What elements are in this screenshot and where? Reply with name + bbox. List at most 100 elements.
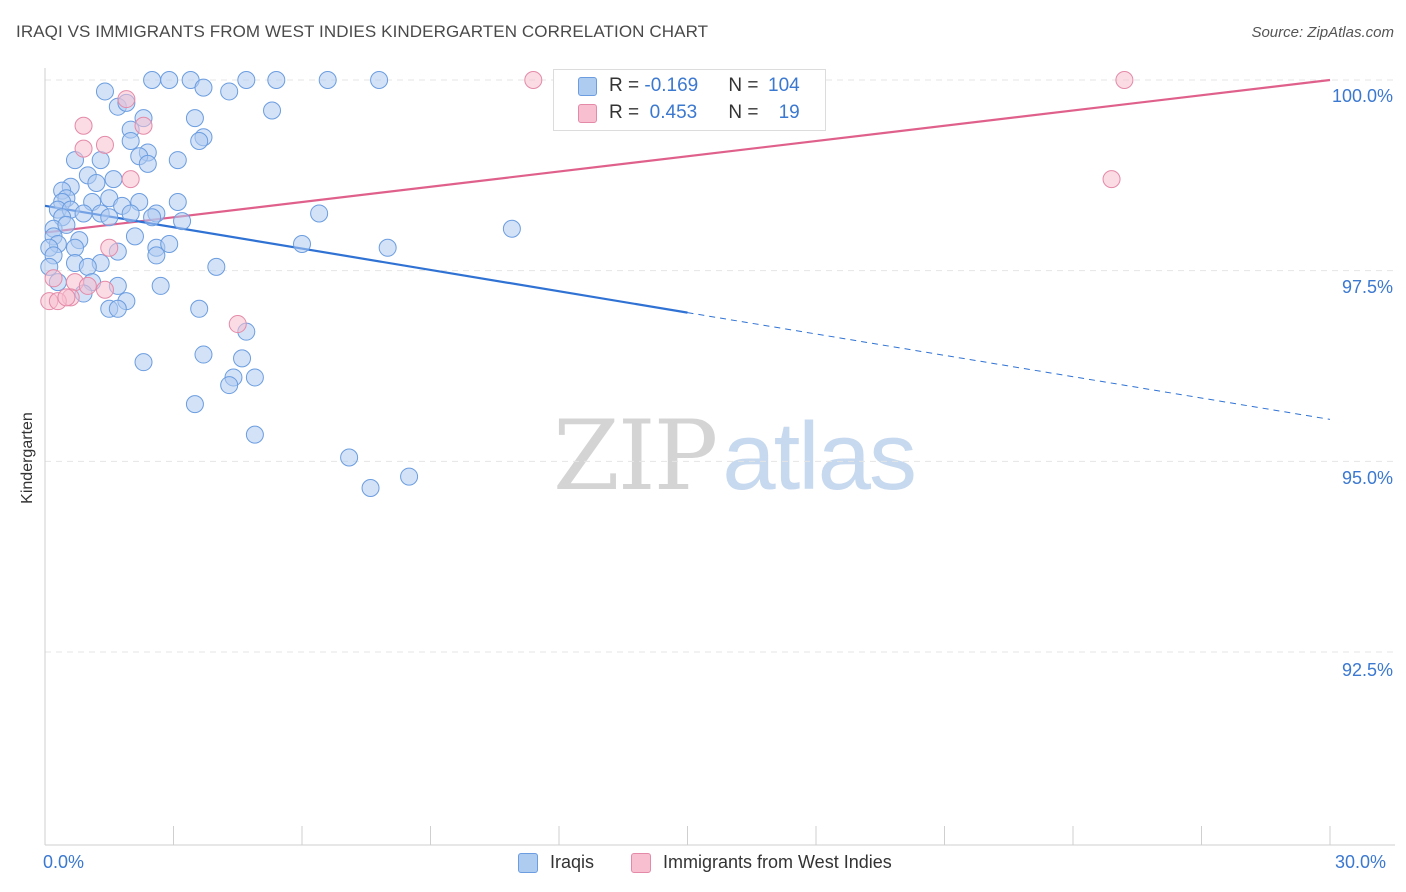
point-iraqis: [237, 71, 256, 89]
point-west-indies: [524, 71, 543, 89]
legend-r-value: 0.453: [644, 102, 698, 123]
legend-n-label: N =: [728, 102, 764, 123]
point-iraqis: [143, 208, 162, 227]
point-west-indies: [44, 269, 63, 288]
point-iraqis: [138, 154, 157, 173]
trend-line-west-indies: [44, 78, 1331, 234]
legend-label-west-indies: Immigrants from West Indies: [663, 852, 892, 872]
axes: [44, 68, 1395, 846]
legend-row-west-indies: R = 0.453 N = 19: [554, 100, 800, 126]
point-iraqis: [121, 132, 140, 151]
point-iraqis: [340, 448, 359, 467]
legend-n-value: 104: [768, 75, 800, 96]
point-iraqis: [151, 276, 170, 295]
point-iraqis: [168, 193, 187, 212]
point-west-indies: [78, 276, 97, 295]
legend-r-label: R =: [609, 75, 645, 96]
legend-swatch-blue: [518, 852, 538, 873]
point-iraqis: [267, 71, 286, 89]
point-west-indies: [1102, 170, 1121, 189]
point-iraqis: [57, 215, 76, 234]
point-west-indies: [121, 170, 140, 189]
chart-title: IRAQI VS IMMIGRANTS FROM WEST INDIES KIN…: [16, 22, 709, 41]
legend-row-iraqis: R = -0.169 N = 104: [554, 73, 800, 99]
point-west-indies: [134, 116, 153, 135]
point-iraqis: [245, 368, 264, 387]
point-iraqis: [361, 479, 380, 498]
series-west-indies-points: [40, 71, 1134, 334]
point-iraqis: [173, 212, 192, 231]
point-iraqis: [95, 82, 114, 101]
series-legend: Iraqis Immigrants from West Indies: [0, 852, 1406, 878]
point-iraqis: [502, 219, 521, 238]
point-iraqis: [400, 467, 419, 486]
legend-item-iraqis: Iraqis: [518, 852, 594, 873]
point-iraqis: [318, 71, 337, 89]
point-iraqis: [100, 208, 119, 227]
point-iraqis: [104, 170, 123, 189]
point-west-indies: [74, 139, 93, 158]
point-west-indies: [95, 135, 114, 154]
point-iraqis: [233, 349, 252, 368]
watermark-zip: ZIP: [553, 400, 718, 512]
point-iraqis: [143, 71, 162, 89]
legend-item-west-indies: Immigrants from West Indies: [631, 852, 892, 873]
x-tick-label-min: 0.0%: [43, 852, 85, 872]
trend-line-iraqis-extension: [687, 312, 1331, 420]
legend-label-iraqis: Iraqis: [550, 852, 595, 872]
trend-line-iraqis: [44, 204, 688, 314]
legend-n-label: N =: [728, 75, 764, 96]
point-iraqis: [220, 82, 239, 101]
y-tick-label-100: 100.0%: [1331, 86, 1393, 106]
point-iraqis: [194, 345, 213, 364]
point-iraqis: [134, 353, 153, 372]
point-west-indies: [57, 288, 76, 307]
point-iraqis: [91, 151, 110, 170]
point-iraqis: [378, 238, 397, 257]
point-iraqis: [194, 78, 213, 97]
point-iraqis: [207, 257, 226, 276]
point-iraqis: [147, 246, 166, 265]
point-west-indies: [74, 116, 93, 135]
point-iraqis: [74, 204, 93, 223]
legend-swatch-blue: [578, 76, 597, 96]
y-tick-label-95: 95.0%: [1341, 468, 1393, 488]
legend-r-value: -0.169: [644, 75, 699, 96]
point-iraqis: [185, 109, 204, 128]
point-west-indies: [1115, 71, 1134, 89]
gridlines: [45, 79, 1395, 653]
point-west-indies: [95, 280, 114, 299]
source-label: Source: ZipAtlas.com: [1251, 24, 1394, 41]
watermark: ZIPatlas: [553, 400, 917, 512]
point-west-indies: [228, 315, 247, 334]
point-iraqis: [263, 101, 282, 120]
point-iraqis: [190, 299, 209, 318]
point-iraqis: [190, 132, 209, 151]
series-iraqis-points: [40, 71, 521, 498]
y-tick-label-92-5: 92.5%: [1341, 660, 1393, 680]
point-iraqis: [370, 71, 389, 89]
point-iraqis: [78, 257, 97, 276]
watermark-atlas: atlas: [722, 403, 917, 510]
y-tick-label-97-5: 97.5%: [1341, 277, 1393, 297]
point-west-indies: [117, 90, 136, 109]
point-west-indies: [100, 238, 119, 257]
point-iraqis: [121, 204, 140, 223]
point-iraqis: [125, 227, 144, 246]
correlation-legend: R = -0.169 N = 104 R = 0.453 N = 19: [553, 69, 826, 131]
point-iraqis: [87, 173, 106, 192]
point-iraqis: [310, 204, 329, 223]
point-iraqis: [245, 425, 264, 444]
point-iraqis: [185, 395, 204, 414]
point-iraqis: [168, 151, 187, 170]
legend-r-label: R =: [609, 102, 645, 123]
x-tick-label-max: 30.0%: [1335, 852, 1387, 872]
point-iraqis: [108, 299, 127, 318]
point-iraqis: [160, 71, 179, 89]
point-iraqis: [293, 234, 311, 253]
legend-swatch-pink: [578, 103, 597, 123]
point-iraqis: [160, 234, 179, 253]
legend-n-value: 19: [778, 102, 800, 123]
legend-swatch-pink: [631, 852, 651, 873]
